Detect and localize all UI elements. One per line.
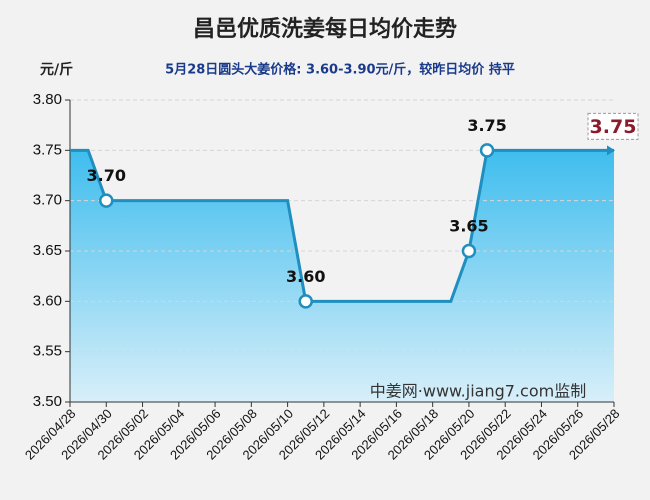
point-marker (461, 243, 477, 259)
line (70, 148, 614, 303)
y-tick-label: 3.60 (33, 292, 62, 309)
y-tick-label: 3.55 (33, 343, 62, 360)
point-marker (99, 193, 114, 208)
subtitle: 5月28日圆头大姜价格: 3.60-3.90元/斤，较昨日均价 持平 (165, 62, 515, 78)
watermark: 中姜网·www.jiang7.com监制 (370, 382, 586, 401)
last-value-box (587, 112, 639, 140)
unit-label: 元/斤 (40, 61, 73, 78)
point-label: 3.75 (467, 116, 506, 135)
point-label: 3.65 (449, 217, 488, 236)
point-label: 3.60 (286, 267, 325, 286)
point-label: 3.70 (87, 166, 126, 185)
chart-title: 昌邑优质洗姜每日均价走势 (193, 16, 457, 42)
y-tick-label: 3.80 (33, 91, 62, 108)
area (70, 150, 614, 402)
y-tick-label: 3.70 (33, 192, 62, 209)
y-tick-label: 3.50 (33, 393, 62, 410)
last-value-label: 3.75 (590, 116, 637, 138)
y-tick-label: 3.75 (33, 141, 62, 158)
line-arrow (607, 145, 615, 156)
point-marker (298, 294, 313, 309)
point-marker (479, 143, 495, 158)
y-tick-label: 3.65 (33, 242, 62, 259)
